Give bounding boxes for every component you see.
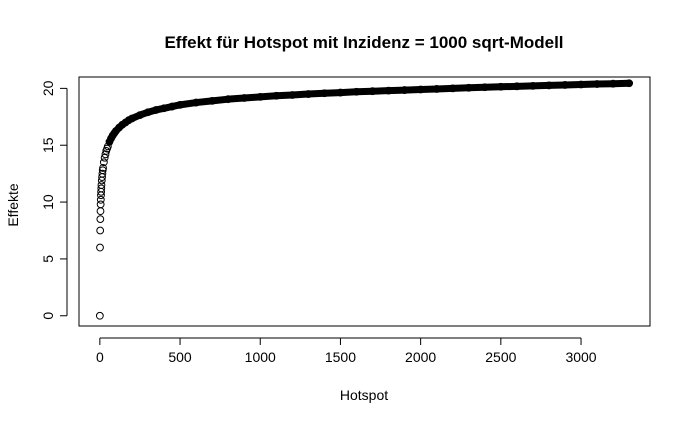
data-point (99, 164, 107, 172)
y-tick-label: 5 (40, 255, 56, 263)
data-points (95, 79, 634, 320)
data-point (98, 169, 107, 178)
data-point (96, 215, 105, 224)
x-tick-label: 0 (96, 349, 104, 365)
x-tick-label: 3000 (565, 349, 596, 365)
data-point (96, 200, 105, 209)
y-tick-label: 10 (40, 194, 56, 210)
chart-title: Effekt für Hotspot mit Inzidenz = 1000 s… (164, 33, 563, 52)
data-point (101, 150, 110, 159)
data-point (97, 181, 106, 189)
y-axis-label: Effekte (5, 183, 21, 227)
data-point (97, 184, 106, 193)
y-tick-label: 15 (40, 137, 56, 153)
data-point (96, 243, 104, 252)
x-axis: 0 500 1000 1500 2000 2500 3000 (96, 337, 597, 365)
data-point (99, 158, 108, 167)
data-point (95, 311, 104, 320)
x-tick-label: 2500 (485, 349, 516, 365)
x-tick-label: 1000 (245, 349, 276, 365)
y-tick-label: 0 (40, 312, 56, 320)
x-tick-label: 500 (168, 349, 192, 365)
data-point (96, 226, 105, 235)
data-point (96, 195, 105, 204)
x-axis-label: Hotspot (340, 387, 388, 403)
data-point (96, 207, 105, 216)
dense-points-band (105, 79, 633, 146)
x-tick-label: 2000 (405, 349, 436, 365)
y-axis: 0 5 10 15 20 (40, 80, 68, 320)
x-tick-label: 1500 (325, 349, 356, 365)
y-tick-label: 20 (40, 80, 56, 96)
plot-frame (78, 76, 651, 327)
